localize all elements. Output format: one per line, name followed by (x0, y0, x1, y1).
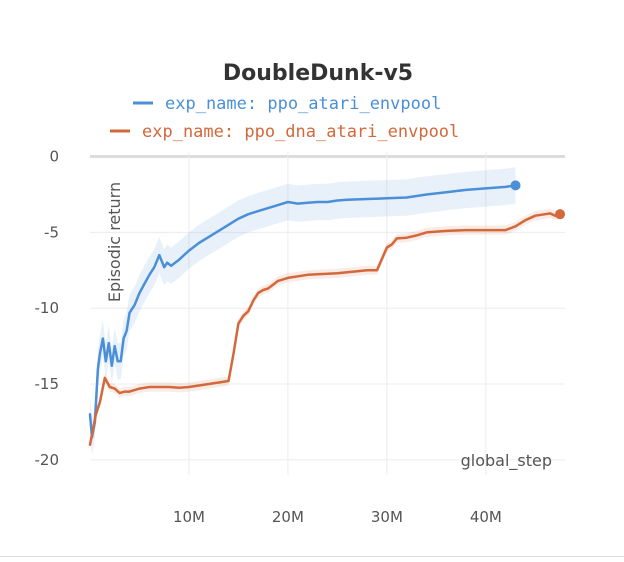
panel-divider (0, 556, 624, 557)
series-end-point-1[interactable] (555, 209, 566, 220)
grid (90, 152, 565, 475)
x-tick-label: 20M (272, 508, 304, 526)
y-tick-label: 0 (49, 148, 59, 166)
legend-label-ppo-dna-atari-envpool[interactable]: exp_name: ppo_dna_atari_envpool (142, 122, 459, 142)
x-tick-label: 40M (470, 508, 502, 526)
series-end-point-0[interactable] (510, 180, 521, 191)
x-tick-label: 10M (173, 508, 205, 526)
series-line-0[interactable] (88, 184, 517, 439)
y-axis-label: Episodic return (105, 182, 124, 302)
y-tick-label: -15 (35, 375, 60, 393)
series-band-0 (90, 167, 516, 456)
y-tick-label: -10 (35, 299, 60, 317)
y-tick-label: -5 (44, 223, 59, 241)
series-lines (88, 180, 566, 446)
x-axis-label: global_step (461, 451, 552, 471)
confidence-bands (90, 167, 561, 456)
x-tick-label: 30M (371, 508, 403, 526)
legend-label-ppo-atari-envpool[interactable]: exp_name: ppo_atari_envpool (165, 94, 441, 114)
tick-labels: 0 -5 -10 -15 -20 10M 20M 30M 40M (35, 148, 502, 526)
chart-title: DoubleDunk-v5 (223, 61, 413, 86)
legend[interactable]: exp_name: ppo_atari_envpool exp_name: pp… (110, 94, 459, 142)
y-tick-label: -20 (35, 451, 60, 469)
series-line-1[interactable] (88, 212, 562, 446)
